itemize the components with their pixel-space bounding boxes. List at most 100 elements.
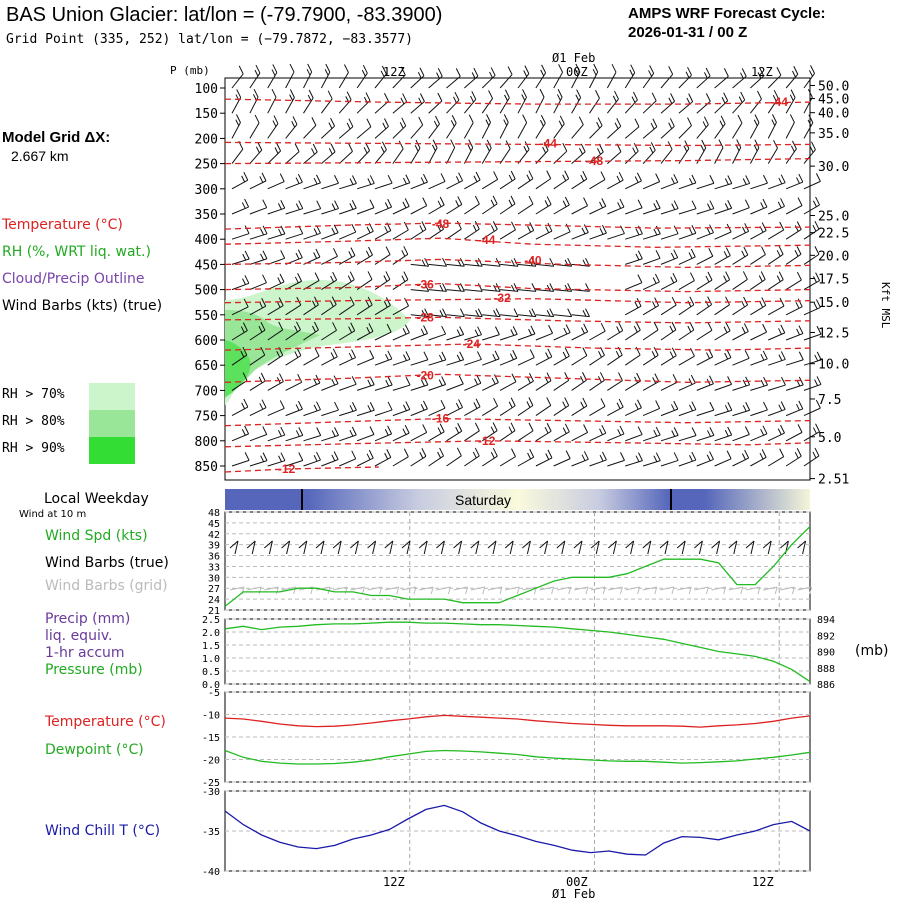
wind-barb	[624, 372, 642, 391]
wind-barb	[374, 425, 393, 442]
wind-barb	[714, 68, 729, 89]
wind-barb	[696, 427, 715, 442]
wind-barb	[625, 452, 643, 467]
wind-barb	[374, 323, 392, 341]
wind-barb	[553, 223, 571, 240]
wind-barb	[392, 401, 411, 417]
wind-speed-tick: 24	[208, 595, 220, 606]
wind-barb	[749, 90, 762, 114]
wind-barb	[750, 67, 765, 89]
wind-barb	[410, 448, 427, 467]
wind-barb	[339, 223, 357, 240]
wind-barb	[732, 246, 749, 265]
wind-barb	[768, 351, 786, 366]
wind-barb	[660, 272, 678, 291]
wind-barb	[553, 115, 565, 139]
wind-barb	[660, 200, 679, 215]
wind-barb	[750, 271, 766, 291]
wind-barb	[803, 65, 815, 89]
bottom-tick-12z-2: 12Z	[752, 875, 774, 889]
wind-barb	[464, 326, 483, 341]
wind-barb	[464, 220, 480, 240]
wind-barb	[768, 424, 785, 442]
wind-barb	[356, 175, 375, 190]
surface-grid-barb	[711, 586, 727, 595]
wind-barb	[482, 283, 501, 292]
wind-barb	[553, 308, 573, 318]
wind-barb	[339, 175, 357, 190]
wind-barb	[285, 321, 301, 341]
top-tick-12z-1: 12Z	[383, 65, 405, 79]
wind-barb	[732, 271, 748, 291]
wind-barb	[303, 63, 313, 89]
surface-grid-barb	[556, 586, 572, 595]
wind-barb	[750, 401, 768, 417]
wind-barb	[785, 271, 802, 291]
wind-barb	[589, 90, 600, 114]
wind-barb	[589, 63, 599, 89]
wind-barb	[589, 451, 607, 467]
surface-grid-barb	[384, 586, 400, 595]
wind-barb	[338, 271, 355, 291]
surface-wind-barb	[332, 540, 342, 555]
isotherm-label: -48	[432, 217, 450, 231]
wind-barb	[607, 372, 623, 391]
wind-barb	[785, 448, 802, 467]
forecast-cycle: AMPS WRF Forecast Cycle: 2026-01-31 / 00…	[628, 4, 826, 42]
height-tick-label: 5.0	[818, 431, 841, 446]
wind-barb	[642, 92, 657, 114]
wind-barb	[535, 397, 552, 417]
wind-barb	[392, 271, 409, 291]
wind-barb	[642, 347, 659, 366]
pressure-tick-label: 550	[195, 309, 218, 324]
wind-barb	[589, 424, 607, 442]
surface-grid-barb	[247, 586, 262, 595]
wind-barb	[678, 117, 692, 139]
wind-barb	[231, 425, 250, 442]
wind-barb	[321, 451, 339, 467]
wind-barb	[463, 114, 474, 139]
isotherm-label: -32	[493, 291, 511, 305]
wind-barb	[410, 173, 428, 190]
wind-barb	[446, 308, 465, 318]
legend-wind-barbs: Wind Barbs (kts) (true)	[2, 298, 163, 314]
wind-barb	[249, 452, 268, 467]
wind-barb	[803, 325, 822, 341]
wind-barb	[428, 115, 440, 139]
wind-barb	[446, 91, 460, 114]
wind-barb	[589, 322, 606, 341]
wind-barb	[339, 402, 357, 417]
wind-barb	[535, 114, 546, 139]
isotherm-label: -24	[463, 337, 481, 351]
wind-barb	[285, 89, 295, 114]
wind-barb	[767, 221, 785, 240]
wind-barb	[571, 347, 588, 366]
wind-barb	[446, 447, 462, 467]
height-tick-label: 35.0	[818, 127, 849, 142]
wind-barb	[428, 68, 443, 89]
wind-speed-tick: 45	[208, 519, 220, 530]
wind-barb	[589, 171, 606, 190]
wind-barb	[535, 196, 552, 215]
surface-wind-barb	[573, 540, 583, 555]
isotherm-line	[224, 98, 811, 105]
surface-wind-barb	[745, 540, 755, 555]
wind-barb	[678, 66, 692, 89]
surface-grid-barb	[333, 586, 348, 595]
wind-barb	[571, 308, 590, 318]
wind-barb	[535, 423, 552, 442]
profile-panel-frame	[224, 77, 811, 481]
pressure-right-tick: 888	[817, 664, 835, 675]
surface-wind-barb	[728, 540, 738, 555]
wind-barb	[696, 67, 711, 89]
wind-barb	[803, 351, 822, 366]
pressure-axis-label: P (mb)	[170, 64, 210, 77]
wind-barb	[768, 376, 786, 391]
wind-barb	[750, 198, 768, 215]
wind-barb	[660, 66, 674, 89]
wind-barb	[464, 195, 480, 215]
wind-barb	[499, 373, 517, 391]
wind-barb	[678, 427, 697, 442]
wind-barb	[249, 64, 261, 89]
